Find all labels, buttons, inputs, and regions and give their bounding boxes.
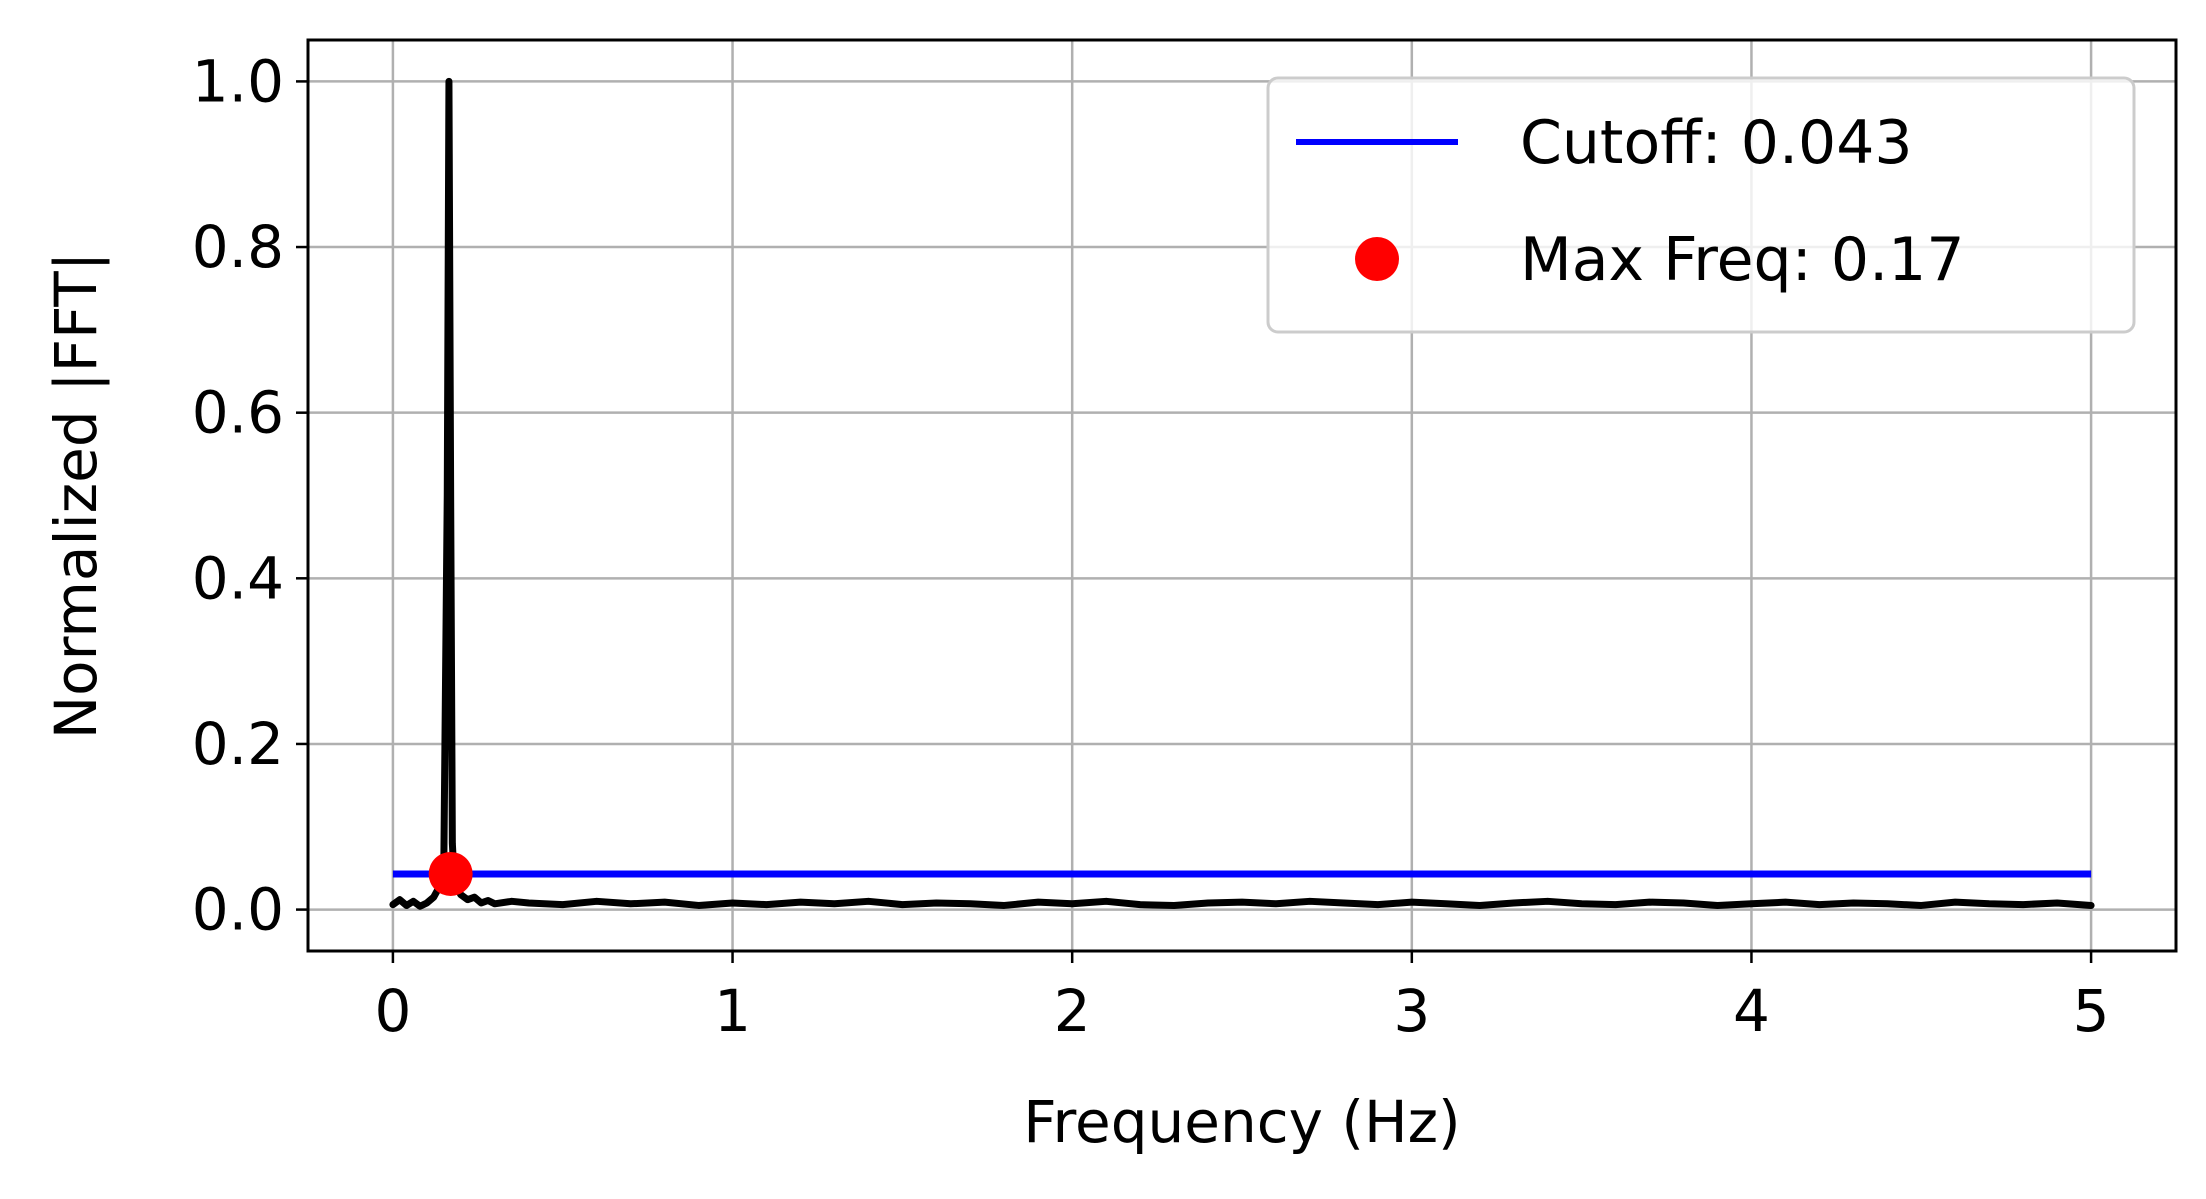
legend-maxfreq-marker [1355, 237, 1399, 281]
x-tick-label: 2 [1054, 977, 1091, 1045]
tick-layer: 0 1 2 3 4 5 0.0 0.2 0.4 0.6 0.8 1.0 [192, 47, 2110, 1045]
x-tick-label: 5 [2073, 977, 2110, 1045]
x-axis-label: Frequency (Hz) [1023, 1088, 1460, 1156]
max-freq-point [428, 851, 473, 896]
fft-magnitude-line [389, 77, 2095, 910]
legend-cutoff-label: Cutoff: 0.043 [1520, 108, 1913, 178]
y-tick-label: 1.0 [192, 47, 284, 115]
x-tick-label: 1 [714, 977, 751, 1045]
legend-box [1266, 76, 2136, 334]
x-tick-label: 3 [1393, 977, 1430, 1045]
x-tick-label: 0 [374, 977, 411, 1045]
series-layer [389, 77, 2095, 910]
y-tick-label: 0.6 [192, 379, 284, 447]
y-axis-label: Normalized |FFT| [42, 252, 110, 740]
y-tick-label: 0.8 [192, 213, 284, 281]
y-tick-label: 0.4 [192, 544, 284, 612]
legend-maxfreq-label: Max Freq: 0.17 [1520, 225, 1965, 295]
y-tick-label: 0.0 [192, 876, 284, 944]
y-tick-label: 0.2 [192, 710, 284, 778]
plot-frame [306, 38, 2178, 953]
x-tick-label: 4 [1733, 977, 1770, 1045]
legend: Cutoff: 0.043 Max Freq: 0.17 [1266, 76, 2136, 334]
